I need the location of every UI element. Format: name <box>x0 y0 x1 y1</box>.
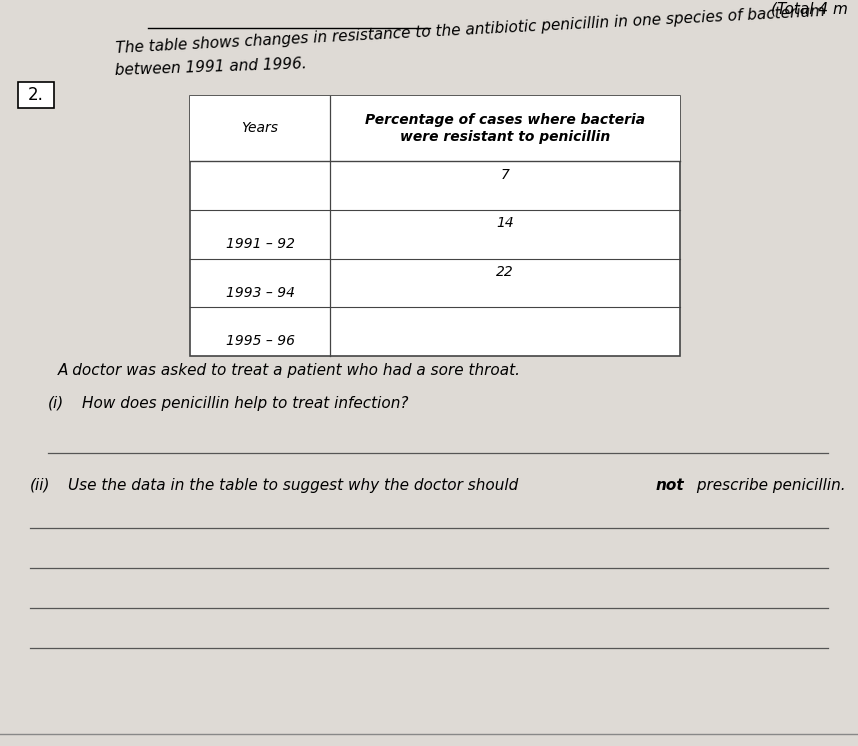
Text: between 1991 and 1996.: between 1991 and 1996. <box>115 56 307 78</box>
Text: How does penicillin help to treat infection?: How does penicillin help to treat infect… <box>82 396 408 411</box>
Text: The table shows changes in resistance to the antibiotic penicillin in one specie: The table shows changes in resistance to… <box>115 4 825 56</box>
Text: Percentage of cases where bacteria
were resistant to penicillin: Percentage of cases where bacteria were … <box>365 113 645 143</box>
Text: (i): (i) <box>48 396 64 411</box>
Text: Use the data in the table to suggest why the doctor should: Use the data in the table to suggest why… <box>68 478 523 493</box>
Text: 14: 14 <box>496 216 514 231</box>
Text: prescribe penicillin.: prescribe penicillin. <box>692 478 846 493</box>
Text: Years: Years <box>241 122 279 136</box>
Bar <box>18 82 54 108</box>
Bar <box>190 96 680 161</box>
Text: 1995 – 96: 1995 – 96 <box>226 334 294 348</box>
Text: 7: 7 <box>500 168 510 181</box>
Text: (Total 4 m: (Total 4 m <box>771 1 848 16</box>
Text: 2.: 2. <box>28 86 44 104</box>
Text: not: not <box>656 478 684 493</box>
Text: (ii): (ii) <box>30 478 51 493</box>
Text: 22: 22 <box>496 265 514 279</box>
Bar <box>190 96 680 356</box>
Text: 1991 – 92: 1991 – 92 <box>226 237 294 251</box>
Text: A doctor was asked to treat a patient who had a sore throat.: A doctor was asked to treat a patient wh… <box>58 363 521 378</box>
Text: 1993 – 94: 1993 – 94 <box>226 286 294 300</box>
